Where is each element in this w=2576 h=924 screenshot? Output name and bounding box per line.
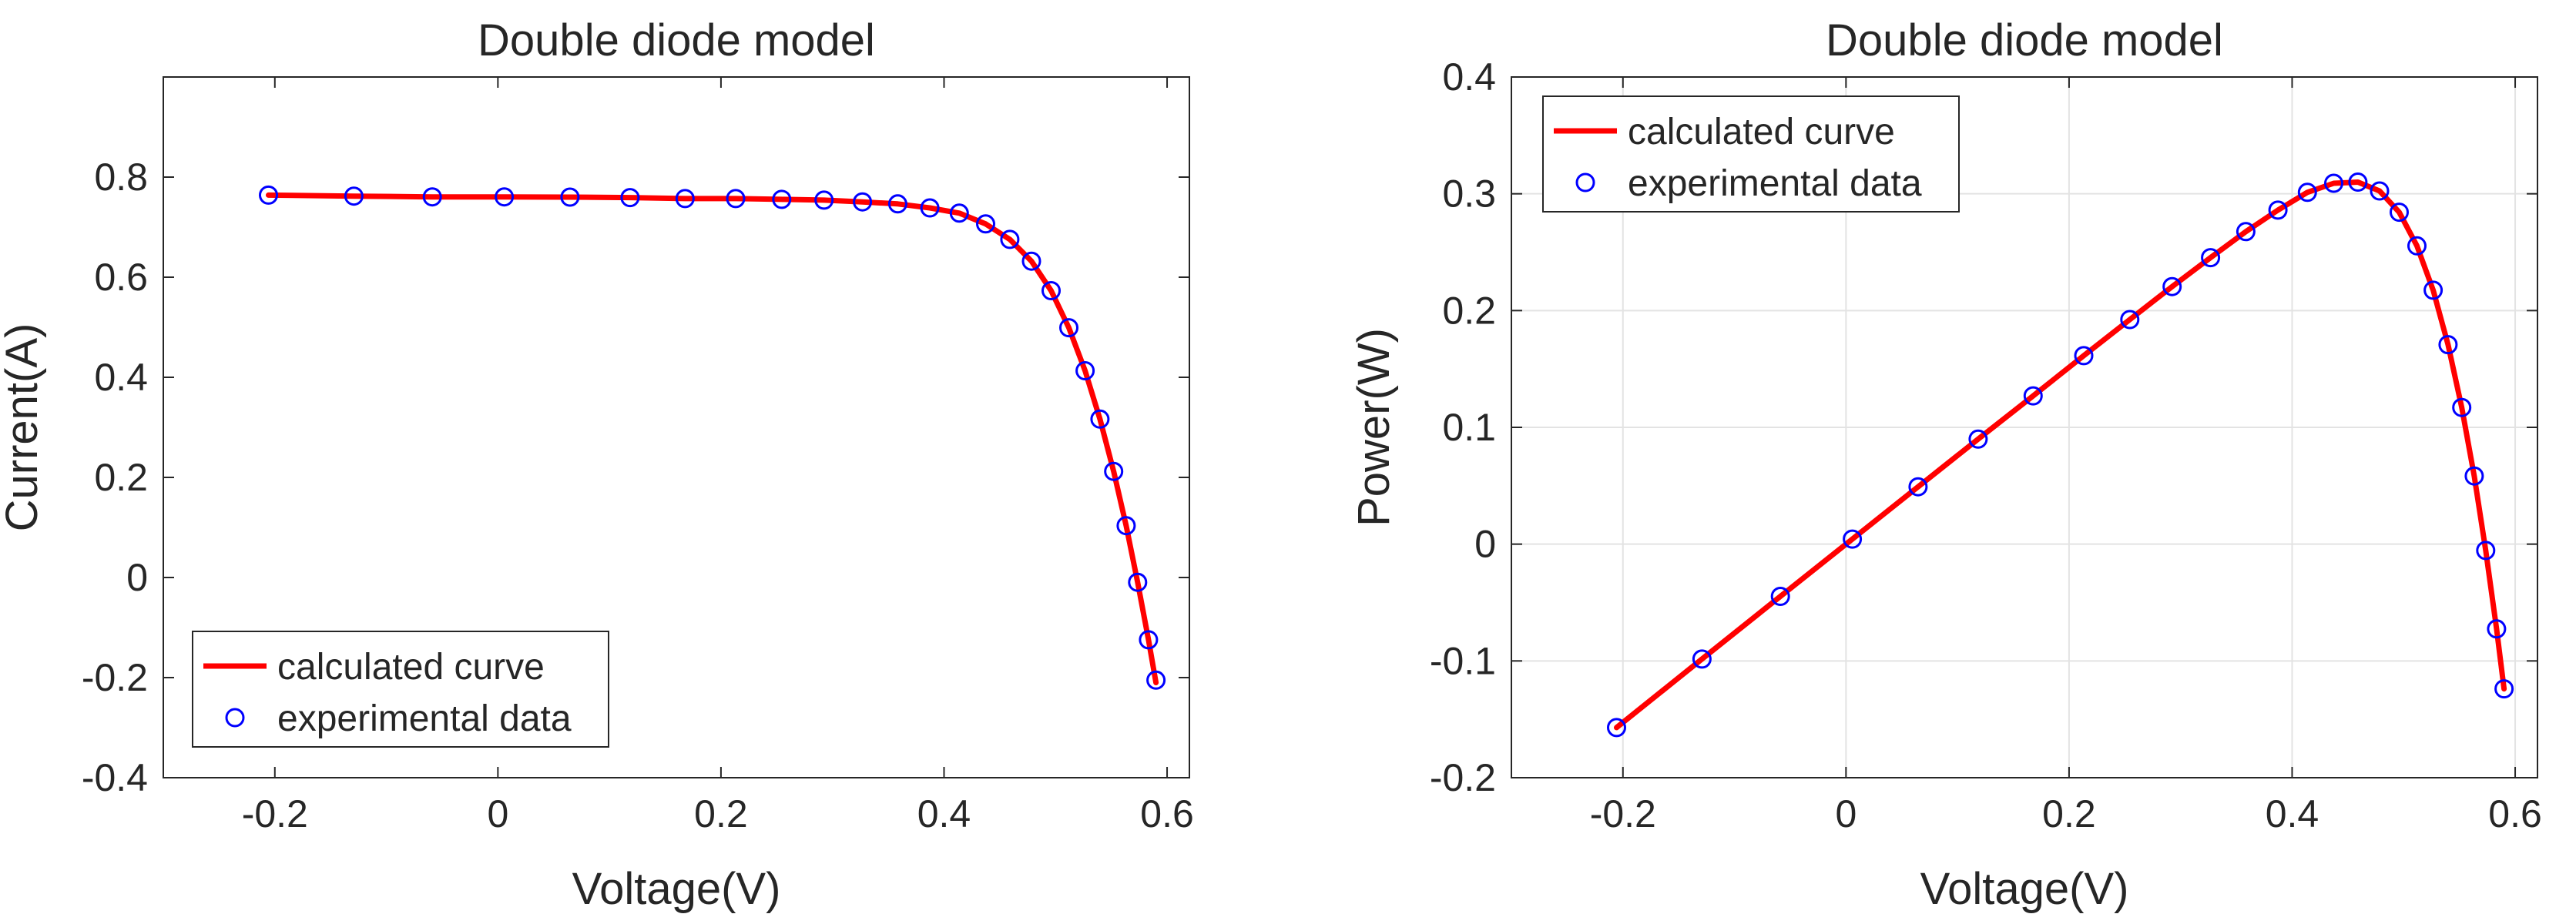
axes-box: [163, 76, 1190, 778]
y-tick-label: -0.4: [82, 756, 148, 799]
experimental-data-point: [675, 189, 695, 209]
experimental-data-point: [259, 185, 278, 205]
experimental-data-point: [560, 187, 580, 207]
experimental-data-point: [2268, 200, 2288, 220]
experimental-data-point: [2297, 182, 2317, 203]
legend-marker-swatch: [1575, 172, 1595, 192]
experimental-data-point: [2452, 397, 2472, 417]
experimental-data-point: [976, 214, 995, 234]
experimental-data-point: [2201, 248, 2221, 268]
experimental-data-point: [1000, 229, 1020, 249]
y-tick-label: 0.3: [1442, 172, 1496, 216]
experimental-data-point: [1090, 409, 1110, 429]
experimental-data-point: [1041, 281, 1061, 300]
experimental-data-point: [2487, 619, 2507, 639]
experimental-data-point: [2348, 172, 2368, 192]
experimental-data-point: [853, 192, 873, 212]
experimental-data-point: [422, 187, 442, 207]
experimental-data-point: [1075, 361, 1095, 380]
experimental-data-point: [2494, 679, 2514, 699]
y-tick-label: -0.2: [82, 656, 148, 699]
x-axis-label: Voltage(V): [572, 864, 781, 914]
y-axis-label: Current(A): [0, 323, 47, 532]
legend-label-curve: calculated curve: [277, 647, 545, 688]
experimental-data-point: [772, 189, 792, 209]
experimental-data-point: [949, 203, 969, 223]
experimental-data-point: [1104, 461, 1124, 481]
axes-box: [1511, 76, 2538, 778]
y-tick-label: 0.8: [94, 156, 148, 199]
chart-title: Double diode model: [478, 15, 875, 65]
experimental-data-point: [1968, 429, 1988, 449]
experimental-data-point: [1021, 251, 1041, 271]
experimental-data-point: [1139, 630, 1159, 650]
experimental-data-point: [2074, 346, 2094, 366]
experimental-data-point: [726, 189, 746, 209]
y-tick-label: 0: [1474, 523, 1496, 566]
experimental-data-point: [1770, 587, 1790, 606]
experimental-data-point: [814, 190, 834, 210]
y-tick-label: -0.1: [1430, 639, 1496, 682]
x-axis-label: Voltage(V): [1920, 864, 2129, 914]
experimental-data-point: [2423, 280, 2444, 300]
experimental-data-point: [1116, 516, 1136, 536]
current-voltage-chart: -0.2 0 0.2 0.4 0.6 -0.4 -0.2 0 0.2 0.4 0.6 0.8 Doubl…: [0, 15, 1194, 914]
x-tick-label: 0.6: [1140, 792, 1194, 835]
calculated-curve-line: [1614, 179, 2507, 731]
legend-label-data: experimental data: [277, 698, 572, 739]
experimental-data-point: [2324, 173, 2343, 193]
y-tick-label: 0.2: [94, 456, 148, 499]
y-tick-label: 0.1: [1442, 406, 1496, 449]
x-tick-label: 0.6: [2488, 792, 2542, 835]
x-tick-label: -0.2: [242, 792, 308, 835]
experimental-data-point: [344, 186, 364, 206]
x-tick-label: 0: [487, 792, 508, 835]
experimental-data-point: [2464, 466, 2484, 486]
experimental-data-point: [1692, 649, 1712, 669]
y-tick-label: 0: [126, 556, 148, 599]
experimental-data-point: [920, 198, 940, 218]
experimental-data-point: [2236, 222, 2256, 242]
experimental-data-point: [2023, 386, 2043, 406]
legend-marker-swatch: [225, 708, 245, 728]
legend-label-curve: calculated curve: [1628, 112, 1895, 152]
experimental-data-point: [2162, 276, 2182, 296]
x-tick-label: 0.4: [917, 792, 971, 835]
experimental-data-point: [1843, 529, 1863, 549]
experimental-data-point: [2438, 335, 2458, 355]
legend-box: [192, 631, 609, 748]
y-tick-label: 0.4: [1442, 55, 1496, 99]
experimental-data-point: [2120, 310, 2140, 330]
experimental-data-point: [1607, 718, 1626, 738]
y-tick-label: 0.6: [94, 256, 148, 299]
y-axis-label: Power(W): [1349, 328, 1399, 527]
x-tick-label: 0.2: [2042, 792, 2096, 835]
y-tick-label: 0.2: [1442, 289, 1496, 332]
experimental-data-point: [1128, 572, 1148, 592]
x-tick-label: -0.2: [1590, 792, 1656, 835]
x-tick-label: 0: [1835, 792, 1857, 835]
experimental-data-point: [495, 187, 515, 207]
experimental-data-point: [1059, 318, 1078, 338]
experimental-data-point: [620, 188, 640, 208]
experimental-data-point: [2370, 181, 2390, 201]
power-voltage-chart: -0.2 0 0.2 0.4 0.6 -0.2 -0.1 0 0.1 0.2 0.3 0.4 Doubl…: [1349, 15, 2542, 914]
chart-title: Double diode model: [1826, 15, 2223, 65]
legend-box: [1542, 95, 1960, 213]
experimental-data-point: [1146, 670, 1166, 690]
y-tick-label: -0.2: [1430, 756, 1496, 799]
y-tick-label: 0.4: [94, 356, 148, 399]
experimental-data-point: [887, 194, 907, 214]
legend-label-data: experimental data: [1628, 163, 1922, 204]
experimental-data-point: [1908, 477, 1928, 497]
x-tick-label: 0.4: [2266, 792, 2319, 835]
experimental-data-point: [2476, 541, 2496, 561]
experimental-data-point: [2390, 203, 2409, 223]
experimental-data-point: [2407, 236, 2427, 256]
x-tick-label: 0.2: [694, 792, 748, 835]
